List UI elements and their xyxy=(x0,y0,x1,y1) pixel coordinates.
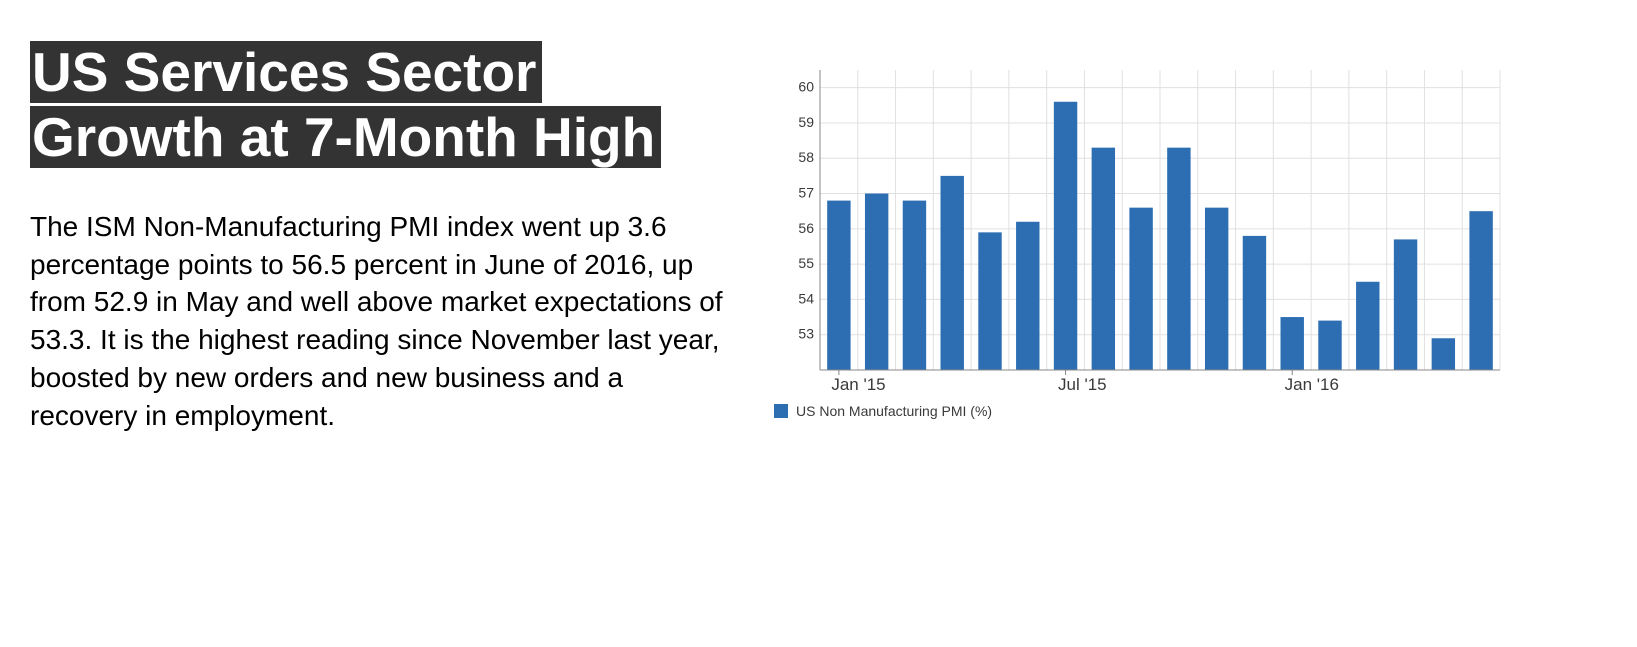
page: US Services Sector Growth at 7-Month Hig… xyxy=(0,0,1637,647)
bar xyxy=(1394,239,1417,370)
legend-label: US Non Manufacturing PMI (%) xyxy=(796,403,992,419)
headline-text: US Services Sector Growth at 7-Month Hig… xyxy=(30,41,661,168)
bar xyxy=(941,176,964,370)
y-tick-label: 58 xyxy=(798,149,814,165)
x-tick-label: Jan '15 xyxy=(831,375,885,394)
bar xyxy=(1356,282,1379,370)
bar xyxy=(1016,222,1039,370)
headline: US Services Sector Growth at 7-Month Hig… xyxy=(30,40,730,170)
bar xyxy=(1243,236,1266,370)
text-column: US Services Sector Growth at 7-Month Hig… xyxy=(30,40,770,617)
bar xyxy=(1129,208,1152,370)
bar xyxy=(1469,211,1492,370)
pmi-bar-chart: 53 54 55 56 57 58 59 60 Jan '15 Jul '15 Jan '16 US … xyxy=(770,60,1510,428)
bar xyxy=(1432,338,1455,370)
y-tick-label: 55 xyxy=(798,255,814,271)
y-tick-label: 54 xyxy=(798,290,814,306)
legend-swatch xyxy=(774,404,788,418)
y-tick-label: 53 xyxy=(798,326,814,342)
y-tick-label: 57 xyxy=(798,185,814,201)
x-tick-label: Jan '16 xyxy=(1285,375,1339,394)
bar xyxy=(1205,208,1228,370)
bar xyxy=(903,201,926,370)
bar xyxy=(1281,317,1304,370)
bar xyxy=(1167,148,1190,370)
bar xyxy=(978,232,1001,370)
y-tick-label: 56 xyxy=(798,220,814,236)
bar xyxy=(865,194,888,370)
bar xyxy=(1054,102,1077,370)
body-text: The ISM Non-Manufacturing PMI index went… xyxy=(30,208,730,435)
bar xyxy=(1318,321,1341,370)
y-tick-label: 60 xyxy=(798,79,814,95)
bar xyxy=(1092,148,1115,370)
x-tick-label: Jul '15 xyxy=(1058,375,1107,394)
bar xyxy=(827,201,850,370)
y-tick-label: 59 xyxy=(798,114,814,130)
chart-column: 53 54 55 56 57 58 59 60 Jan '15 Jul '15 Jan '16 US … xyxy=(770,40,1607,617)
